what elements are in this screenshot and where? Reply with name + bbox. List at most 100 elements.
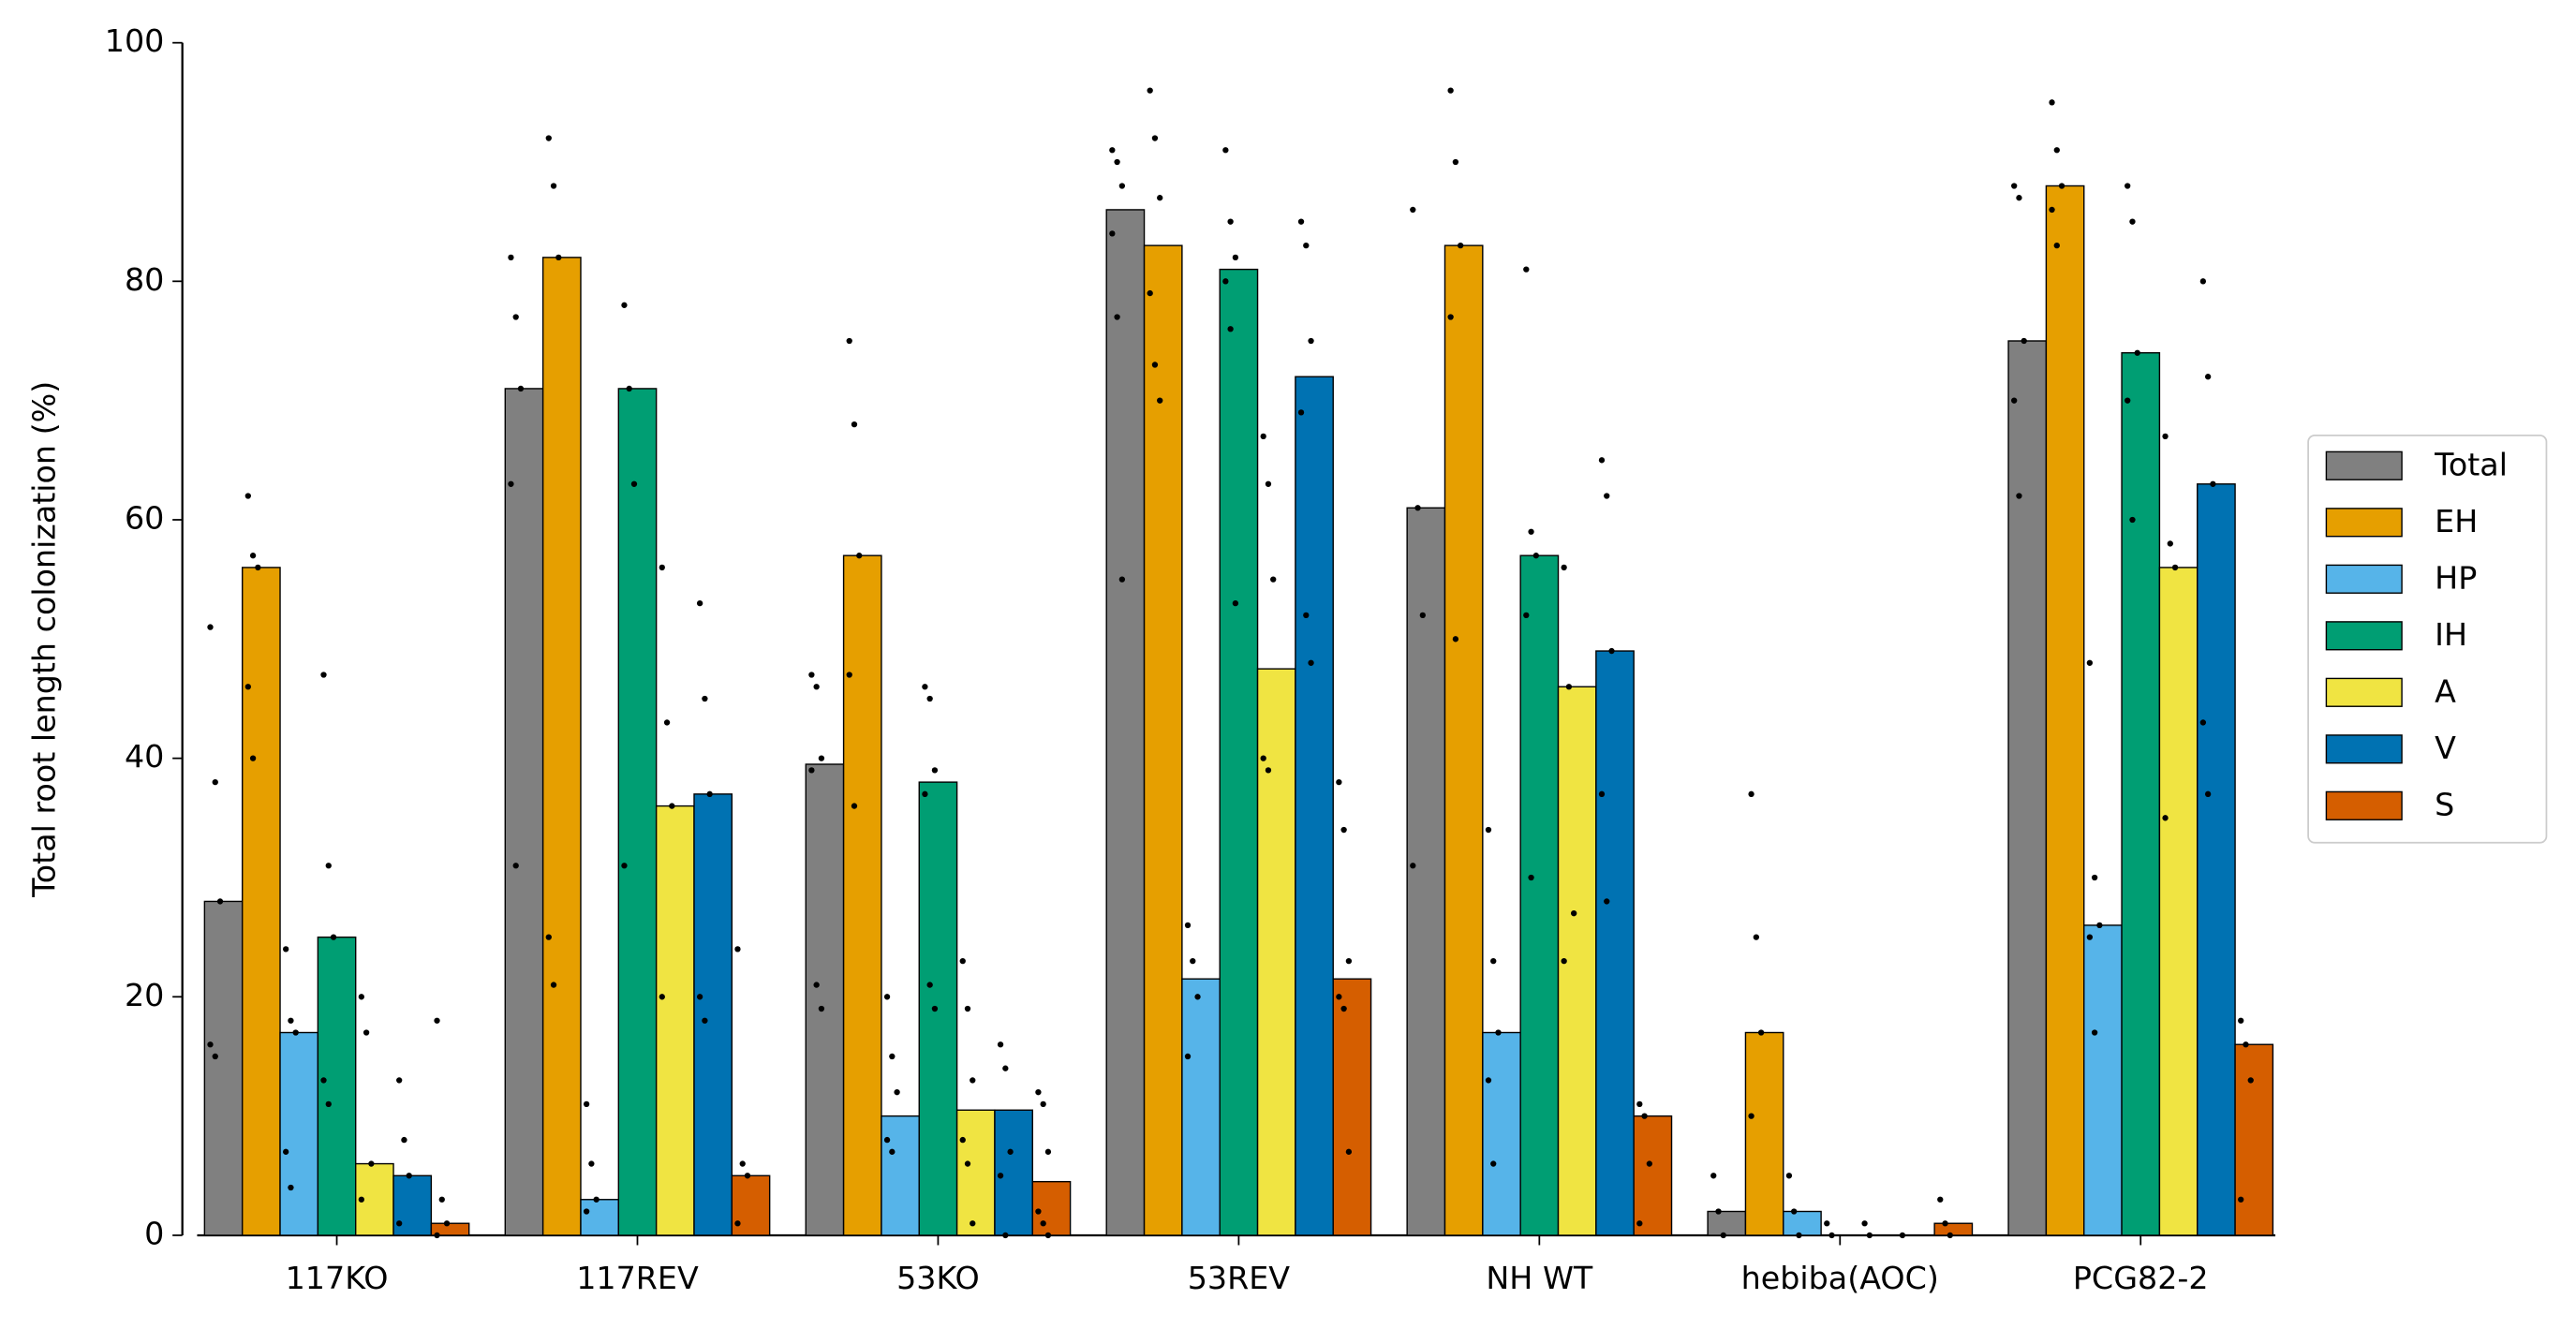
data-point — [545, 934, 552, 940]
data-point — [583, 1100, 590, 1108]
data-point — [2053, 147, 2060, 154]
data-point — [1227, 218, 1234, 225]
data-point — [1151, 135, 1159, 141]
data-point — [734, 946, 741, 952]
data-point — [883, 994, 891, 1000]
legend-label: EH — [2435, 503, 2478, 539]
data-point — [1532, 553, 1539, 559]
data-point — [1757, 1029, 1765, 1036]
data-point — [1297, 409, 1305, 416]
data-point — [889, 1053, 896, 1060]
data-point — [926, 982, 933, 988]
bar — [805, 763, 845, 1236]
data-point — [1419, 612, 1426, 619]
data-point — [626, 385, 632, 392]
data-point — [894, 1089, 900, 1096]
data-point — [1899, 1232, 1906, 1239]
data-point — [1114, 314, 1120, 320]
data-point — [583, 1208, 590, 1215]
data-point — [1490, 1160, 1497, 1167]
data-point — [1748, 1113, 1754, 1119]
data-point — [1232, 599, 1239, 607]
y-tick-label: 80 — [125, 261, 164, 298]
data-point — [512, 314, 519, 320]
data-point — [1565, 684, 1573, 690]
data-point — [997, 1041, 1004, 1048]
bar — [693, 793, 733, 1236]
data-point — [2053, 242, 2060, 249]
data-point — [1260, 433, 1266, 440]
data-point — [517, 385, 525, 392]
data-point — [2124, 397, 2131, 404]
data-point — [2049, 206, 2055, 214]
data-point — [1636, 1220, 1643, 1227]
bar — [1783, 1210, 1822, 1236]
data-point — [1947, 1232, 1953, 1239]
data-point — [2011, 183, 2018, 189]
data-point — [1485, 1077, 1492, 1084]
data-point — [244, 684, 251, 690]
data-point — [550, 982, 557, 988]
data-point — [358, 994, 364, 1000]
data-point — [883, 1136, 891, 1144]
data-point — [1035, 1208, 1042, 1215]
data-point — [997, 1173, 1004, 1179]
legend-swatch — [2325, 734, 2403, 764]
legend-label: IH — [2435, 616, 2467, 653]
data-point — [1523, 612, 1530, 619]
data-point — [406, 1173, 412, 1179]
data-point — [216, 898, 224, 905]
data-point — [959, 957, 966, 965]
data-point — [368, 1160, 375, 1167]
data-point — [818, 1005, 825, 1012]
bar — [580, 1199, 620, 1236]
data-point — [320, 672, 327, 678]
data-point — [630, 480, 638, 487]
data-point — [212, 1053, 218, 1060]
data-point — [508, 254, 514, 261]
data-point — [1571, 910, 1577, 917]
data-point — [1109, 147, 1116, 154]
data-point — [1336, 994, 1342, 1000]
data-point — [1598, 790, 1606, 797]
x-tick-label: hebiba(AOC) — [1741, 1260, 1939, 1296]
data-point — [813, 684, 820, 690]
data-point — [970, 1077, 976, 1084]
data-point — [2171, 564, 2179, 571]
bar — [994, 1109, 1033, 1236]
data-point — [593, 1196, 600, 1203]
bar — [2083, 924, 2123, 1236]
data-point — [1641, 1113, 1648, 1119]
data-point — [663, 719, 671, 726]
data-point — [702, 1017, 708, 1024]
data-point — [1528, 874, 1534, 881]
data-point — [1561, 957, 1567, 965]
data-point — [1303, 242, 1310, 249]
bar — [1744, 1031, 1784, 1236]
bar — [241, 567, 281, 1236]
data-point — [1184, 1053, 1192, 1060]
bar — [203, 900, 244, 1236]
data-point — [1345, 1148, 1353, 1155]
data-point — [358, 1196, 364, 1203]
bar — [2121, 352, 2161, 1236]
data-point — [320, 1077, 327, 1084]
data-point — [588, 1160, 595, 1167]
data-point — [212, 778, 218, 786]
data-point — [1942, 1220, 1948, 1227]
data-point — [659, 564, 665, 571]
data-point — [1796, 1232, 1802, 1239]
bar — [1933, 1222, 1974, 1236]
data-point — [255, 564, 261, 571]
y-tick-label: 60 — [125, 499, 164, 536]
data-point — [1636, 1100, 1643, 1108]
data-point — [1866, 1232, 1873, 1239]
bar — [1595, 650, 1635, 1236]
data-point — [2058, 183, 2065, 189]
data-point — [706, 790, 713, 797]
y-tick-label: 40 — [125, 738, 164, 775]
legend-swatch — [2325, 564, 2403, 594]
data-point — [1861, 1220, 1868, 1227]
data-point — [2091, 1029, 2098, 1036]
